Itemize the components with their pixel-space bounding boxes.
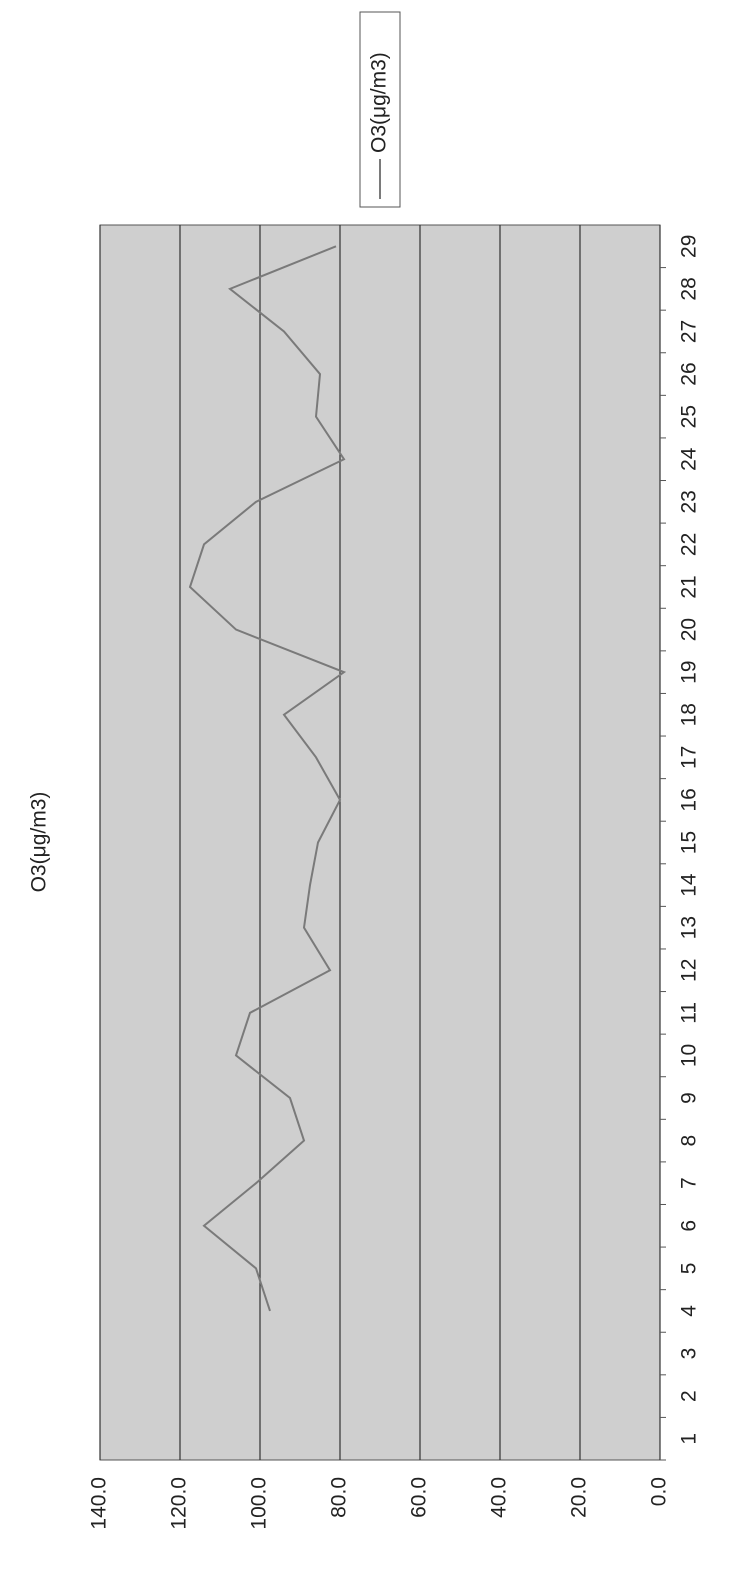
- x-tick-label: 29: [678, 235, 701, 258]
- x-tick-label: 5: [678, 1263, 701, 1275]
- y-tick-label: 40.0: [488, 1477, 511, 1518]
- x-tick-label: 27: [678, 320, 701, 343]
- y-tick-label: 100.0: [248, 1477, 271, 1530]
- x-tick-label: 10: [678, 1044, 701, 1067]
- x-tick-label: 15: [678, 831, 701, 854]
- x-tick-label: 11: [678, 1002, 701, 1024]
- x-tick-label: 24: [678, 447, 701, 471]
- y-tick-label: 120.0: [168, 1477, 191, 1530]
- chart-title: O3(μg/m3): [28, 792, 51, 893]
- x-tick-label: 4: [678, 1305, 701, 1317]
- line-series: [188, 245, 347, 1312]
- y-tick-label: 60.0: [408, 1477, 431, 1518]
- x-tick-label: 20: [678, 618, 701, 641]
- y-tick-label: 140.0: [88, 1477, 111, 1530]
- x-tick-label: 23: [678, 490, 701, 513]
- x-tick-label: 14: [678, 873, 701, 897]
- x-tick-label: 12: [678, 959, 701, 982]
- x-tick-label: 1: [678, 1433, 701, 1445]
- y-tick-label: 0.0: [648, 1477, 671, 1506]
- y-tick-label: 20.0: [568, 1477, 591, 1518]
- x-tick-label: 9: [678, 1092, 701, 1104]
- x-tick-label: 25: [678, 405, 701, 428]
- x-tick-label: 18: [678, 703, 701, 726]
- x-tick-label: 19: [678, 660, 701, 683]
- rotated-chart: O3(μg/m3) 0.0 20.0 40.0 60.0 80.0 100.0 120.0 1…: [28, 11, 701, 1530]
- x-tick-label: 6: [678, 1220, 701, 1232]
- x-tick-label: 13: [678, 916, 701, 939]
- x-tick-label: 7: [678, 1177, 701, 1189]
- x-tick-label: 28: [678, 277, 701, 300]
- x-tick-label: 8: [678, 1135, 701, 1147]
- plot-area: [99, 224, 661, 1461]
- x-tick-label: 22: [678, 533, 701, 556]
- x-tick-label: 21: [678, 575, 701, 598]
- y-tick-label: 80.0: [328, 1477, 351, 1518]
- legend-label: O3(μg/m3): [368, 52, 391, 153]
- legend-box: [359, 11, 401, 208]
- x-tick-label: 16: [678, 788, 701, 811]
- x-tick-label: 17: [678, 746, 701, 769]
- x-tick-label: 26: [678, 362, 701, 385]
- x-tick-label: 3: [678, 1348, 701, 1360]
- x-tick-label: 2: [678, 1390, 701, 1402]
